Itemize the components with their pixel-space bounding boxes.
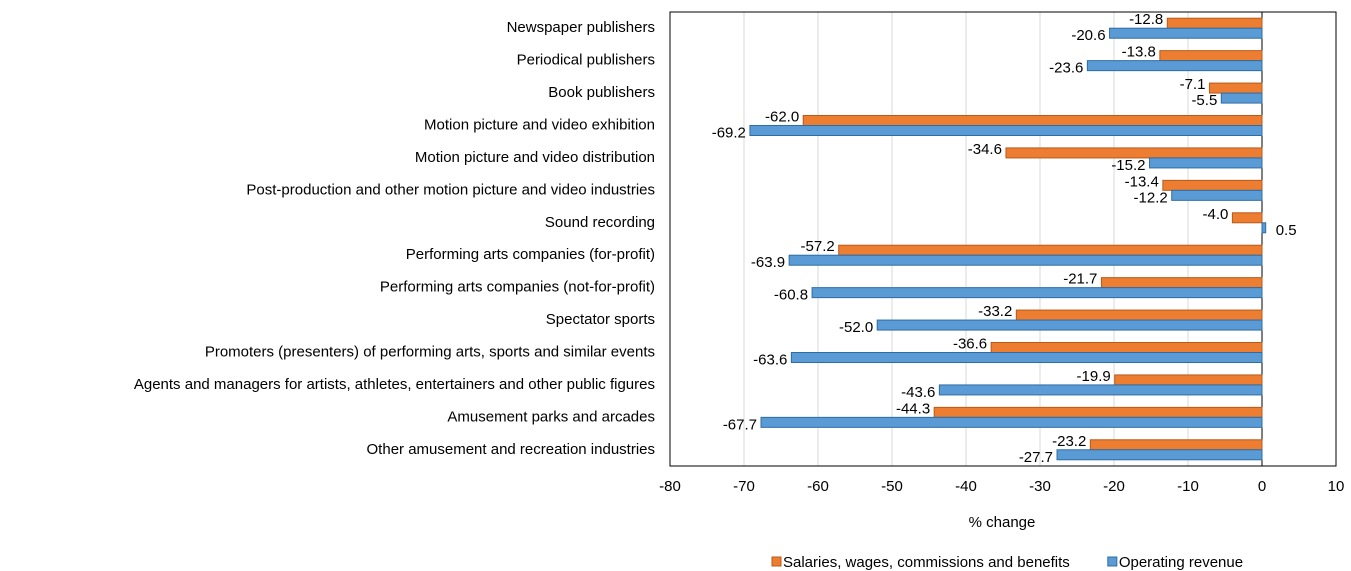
category-label: Performing arts companies (not-for-profi…	[380, 279, 655, 296]
bar	[802, 115, 1263, 126]
category-label: Agents and managers for artists, athlete…	[134, 376, 655, 393]
bar	[811, 287, 1263, 299]
bar	[1149, 157, 1263, 169]
category-label: Motion picture and video exhibition	[424, 116, 655, 133]
category-label: Post-production and other motion picture…	[246, 181, 655, 198]
bar	[1056, 449, 1263, 461]
data-label: -19.9	[1077, 368, 1111, 385]
bar	[1114, 374, 1263, 386]
bar	[1015, 309, 1263, 321]
data-label: -12.2	[1134, 189, 1168, 206]
bar	[990, 342, 1263, 353]
x-tick-label: -60	[807, 478, 829, 495]
x-tick-label: -50	[881, 478, 903, 495]
bar	[1109, 27, 1263, 39]
x-tick-label: -10	[1177, 478, 1199, 495]
plot-frame	[669, 11, 1337, 467]
data-label: -44.3	[896, 400, 930, 417]
data-label: -43.6	[901, 384, 935, 401]
bar	[1089, 439, 1263, 451]
bar	[1100, 277, 1263, 289]
legend-swatch	[1107, 556, 1118, 567]
bar	[1005, 147, 1263, 159]
data-label: -63.6	[753, 351, 787, 368]
category-label: Sound recording	[545, 214, 655, 231]
bar	[790, 352, 1263, 363]
data-label: -23.2	[1052, 433, 1086, 450]
category-label: Performing arts companies (for-profit)	[406, 246, 655, 263]
bar	[788, 254, 1263, 266]
legend-label: Operating revenue	[1119, 554, 1243, 571]
bar	[938, 384, 1263, 396]
bar	[1086, 60, 1263, 72]
data-label: -62.0	[765, 108, 799, 125]
category-label: Book publishers	[548, 84, 655, 101]
data-label: -33.2	[978, 303, 1012, 320]
x-tick-label: -30	[1029, 478, 1051, 495]
x-tick-label: -80	[659, 478, 681, 495]
bar	[1171, 189, 1263, 201]
legend-label: Salaries, wages, commissions and benefit…	[783, 554, 1070, 571]
bar	[1208, 82, 1263, 94]
bar	[1166, 17, 1263, 29]
data-label: -57.2	[801, 238, 835, 255]
data-label: -36.6	[953, 335, 987, 352]
data-label: 0.5	[1276, 222, 1297, 239]
data-label: -20.6	[1071, 27, 1105, 44]
bar	[749, 125, 1263, 136]
data-label: -21.7	[1063, 271, 1097, 288]
legend-swatch	[771, 556, 782, 567]
category-label: Spectator sports	[546, 311, 655, 328]
bar	[876, 319, 1263, 331]
category-label: Other amusement and recreation industrie…	[367, 441, 655, 458]
data-label: -13.8	[1122, 44, 1156, 61]
x-tick-label: -40	[955, 478, 977, 495]
x-axis-label: % change	[969, 514, 1036, 531]
category-label: Amusement parks and arcades	[447, 408, 655, 425]
category-label: Promoters (presenters) of performing art…	[205, 343, 655, 360]
x-tick-label: 0	[1258, 478, 1266, 495]
bar	[1261, 222, 1267, 234]
bar	[1162, 179, 1263, 191]
data-label: -52.0	[839, 319, 873, 336]
data-label: -15.2	[1111, 157, 1145, 174]
bar	[760, 416, 1263, 428]
data-label: -60.8	[774, 287, 808, 304]
category-label: Newspaper publishers	[507, 19, 655, 36]
data-label: -23.6	[1049, 60, 1083, 77]
data-label: -12.8	[1129, 11, 1163, 28]
data-label: -34.6	[968, 141, 1002, 158]
bar	[1220, 92, 1263, 104]
x-tick-label: 10	[1328, 478, 1345, 495]
data-label: -13.4	[1125, 173, 1159, 190]
data-label: -69.2	[712, 124, 746, 141]
x-tick-label: -70	[733, 478, 755, 495]
category-label: Periodical publishers	[517, 52, 655, 69]
bar	[1231, 212, 1263, 224]
bar	[933, 406, 1263, 418]
category-label: Motion picture and video distribution	[415, 149, 655, 166]
x-tick-label: -20	[1103, 478, 1125, 495]
data-label: -27.7	[1019, 449, 1053, 466]
data-label: -4.0	[1203, 206, 1229, 223]
bar	[1159, 50, 1263, 62]
bar	[838, 244, 1263, 256]
data-label: -67.7	[723, 416, 757, 433]
data-label: -7.1	[1180, 76, 1206, 93]
data-label: -5.5	[1191, 92, 1217, 109]
data-label: -63.9	[751, 254, 785, 271]
